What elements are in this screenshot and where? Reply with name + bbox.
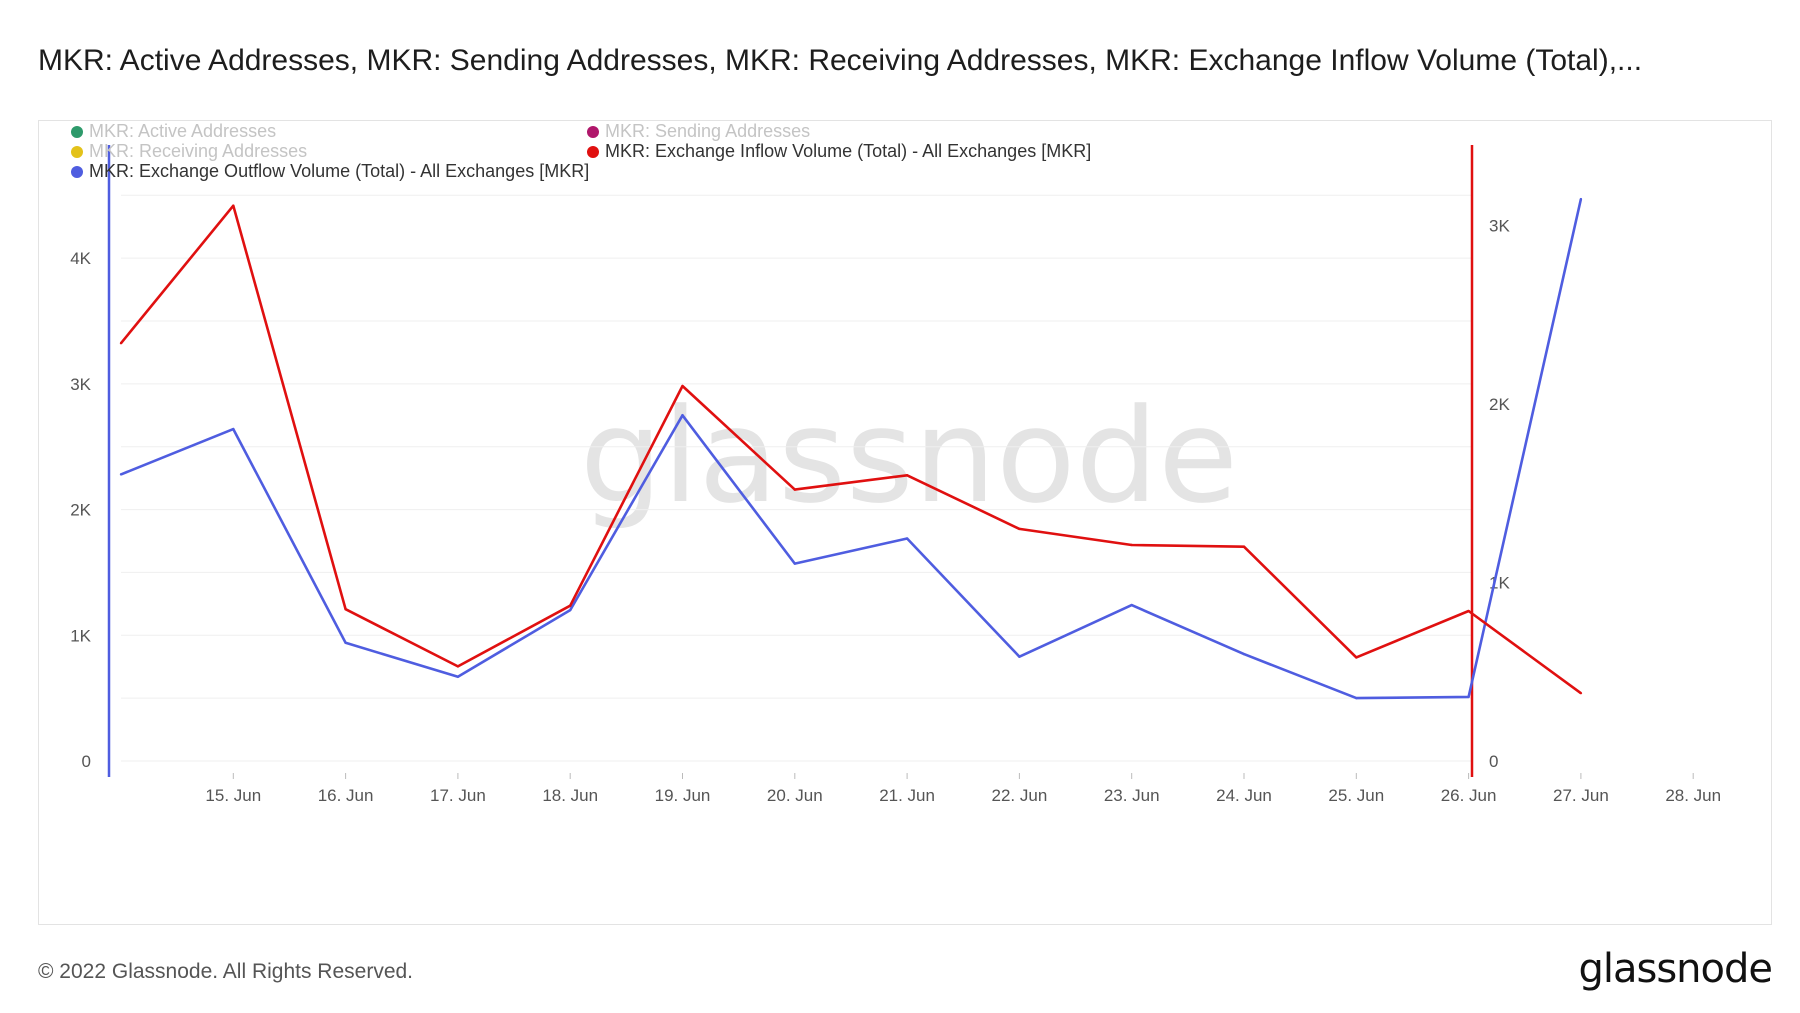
x-tick-label: 21. Jun [879, 786, 935, 805]
data-point [344, 641, 347, 645]
y-left-tick-label: 3K [70, 375, 91, 394]
legend-item[interactable]: MKR: Receiving Addresses [71, 141, 307, 162]
x-tick-label: 20. Jun [767, 786, 823, 805]
legend-label: MKR: Active Addresses [89, 121, 277, 141]
y-left-tick-label: 2K [70, 501, 91, 520]
x-tick-label: 25. Jun [1328, 786, 1384, 805]
data-point [456, 675, 460, 678]
y-left-tick-label: 1K [70, 626, 91, 645]
data-point [569, 604, 572, 607]
legend-dot-icon [587, 145, 599, 158]
glassnode-logo[interactable]: glassnode [1578, 946, 1773, 992]
x-tick-label: 28. Jun [1665, 786, 1721, 805]
x-tick-label: 22. Jun [992, 786, 1048, 805]
data-point [344, 608, 347, 611]
data-point [1355, 656, 1358, 659]
data-point [119, 341, 123, 345]
legend-item[interactable]: MKR: Exchange Inflow Volume (Total) - Al… [587, 141, 1091, 162]
data-point [905, 537, 909, 540]
data-point [793, 488, 796, 491]
y-right-tick-label: 2K [1489, 395, 1510, 414]
y-left-tick-label: 0 [82, 752, 91, 771]
data-point [1018, 655, 1021, 658]
legend-label: MKR: Sending Addresses [605, 121, 811, 141]
legend-dot-icon [71, 125, 83, 138]
x-tick-label: 26. Jun [1441, 786, 1497, 805]
data-point [232, 204, 235, 207]
data-point [905, 474, 909, 477]
data-point [681, 414, 684, 417]
series-line-inflow [119, 204, 1582, 695]
data-point [119, 473, 123, 476]
legend-item[interactable]: MKR: Exchange Outflow Volume (Total) - A… [71, 161, 589, 182]
footer-copyright: © 2022 Glassnode. All Rights Reserved. [38, 960, 414, 983]
data-point [1242, 545, 1246, 548]
y-left-tick-label: 4K [70, 249, 91, 268]
data-point [1242, 652, 1246, 656]
legend-label: MKR: Exchange Outflow Volume (Total) - A… [89, 161, 590, 181]
x-tick-label: 18. Jun [542, 786, 598, 805]
data-point [1130, 543, 1133, 547]
series-line-outflow [120, 198, 1583, 700]
data-point [1467, 609, 1470, 613]
data-point [1130, 603, 1133, 607]
legend-label: MKR: Exchange Inflow Volume (Total) - Al… [605, 141, 1092, 161]
data-point [1355, 696, 1358, 700]
chart-frame: glassnode 0 1K 2K 3K 4K 0 1K 2K 3K 15. Jun 16. Jun 1… [38, 120, 1772, 925]
data-point [232, 427, 235, 431]
legend-item[interactable]: MKR: Active Addresses [71, 121, 276, 142]
data-point [1467, 695, 1470, 699]
chart-title: MKR: Active Addresses, MKR: Sending Addr… [38, 44, 1643, 77]
legend-item[interactable]: MKR: Sending Addresses [587, 121, 810, 142]
x-tick-label: 15. Jun [205, 786, 261, 805]
data-point [1018, 527, 1021, 531]
data-point [793, 562, 796, 565]
legend-label: MKR: Receiving Addresses [89, 141, 308, 161]
legend-dot-icon [587, 125, 599, 138]
data-point [681, 384, 684, 388]
x-tick-label: 19. Jun [655, 786, 711, 805]
y-right-tick-label: 0 [1489, 752, 1498, 771]
y-right-tick-label: 3K [1489, 216, 1510, 235]
data-point [456, 665, 460, 668]
x-tick-label: 23. Jun [1104, 786, 1160, 805]
data-point [1579, 197, 1583, 201]
x-tick-label: 17. Jun [430, 786, 486, 805]
legend-dot-icon [71, 145, 83, 158]
data-point [1579, 691, 1583, 695]
legend-dot-icon [71, 165, 83, 178]
watermark: glassnode [580, 380, 1238, 532]
data-point [569, 608, 572, 612]
x-tick-label: 27. Jun [1553, 786, 1609, 805]
x-tick-label: 16. Jun [318, 786, 374, 805]
x-tick-label: 24. Jun [1216, 786, 1272, 805]
